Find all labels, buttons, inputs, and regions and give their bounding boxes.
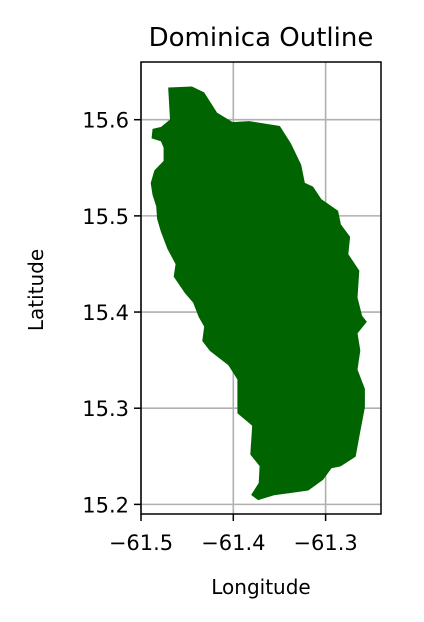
x-axis-label: Longitude [211,575,310,599]
y-tick-label: 15.6 [82,109,129,133]
chart-title: Dominica Outline [149,23,374,53]
y-axis-ticks: 15.2 15.3 15.4 15.5 15.6 [82,109,141,517]
x-tick-label: −61.3 [293,531,357,555]
y-tick-label: 15.4 [82,301,129,325]
x-tick-label: −61.4 [201,531,265,555]
y-tick-label: 15.3 [82,397,129,421]
y-tick-label: 15.2 [82,493,129,517]
y-tick-label: 15.5 [82,205,129,229]
plot-frame [140,61,382,515]
x-axis-ticks: −61.5 −61.4 −61.3 [109,514,358,555]
x-tick-label: −61.5 [109,531,173,555]
dominica-outline [150,86,367,501]
y-axis-label: Latitude [24,249,48,331]
